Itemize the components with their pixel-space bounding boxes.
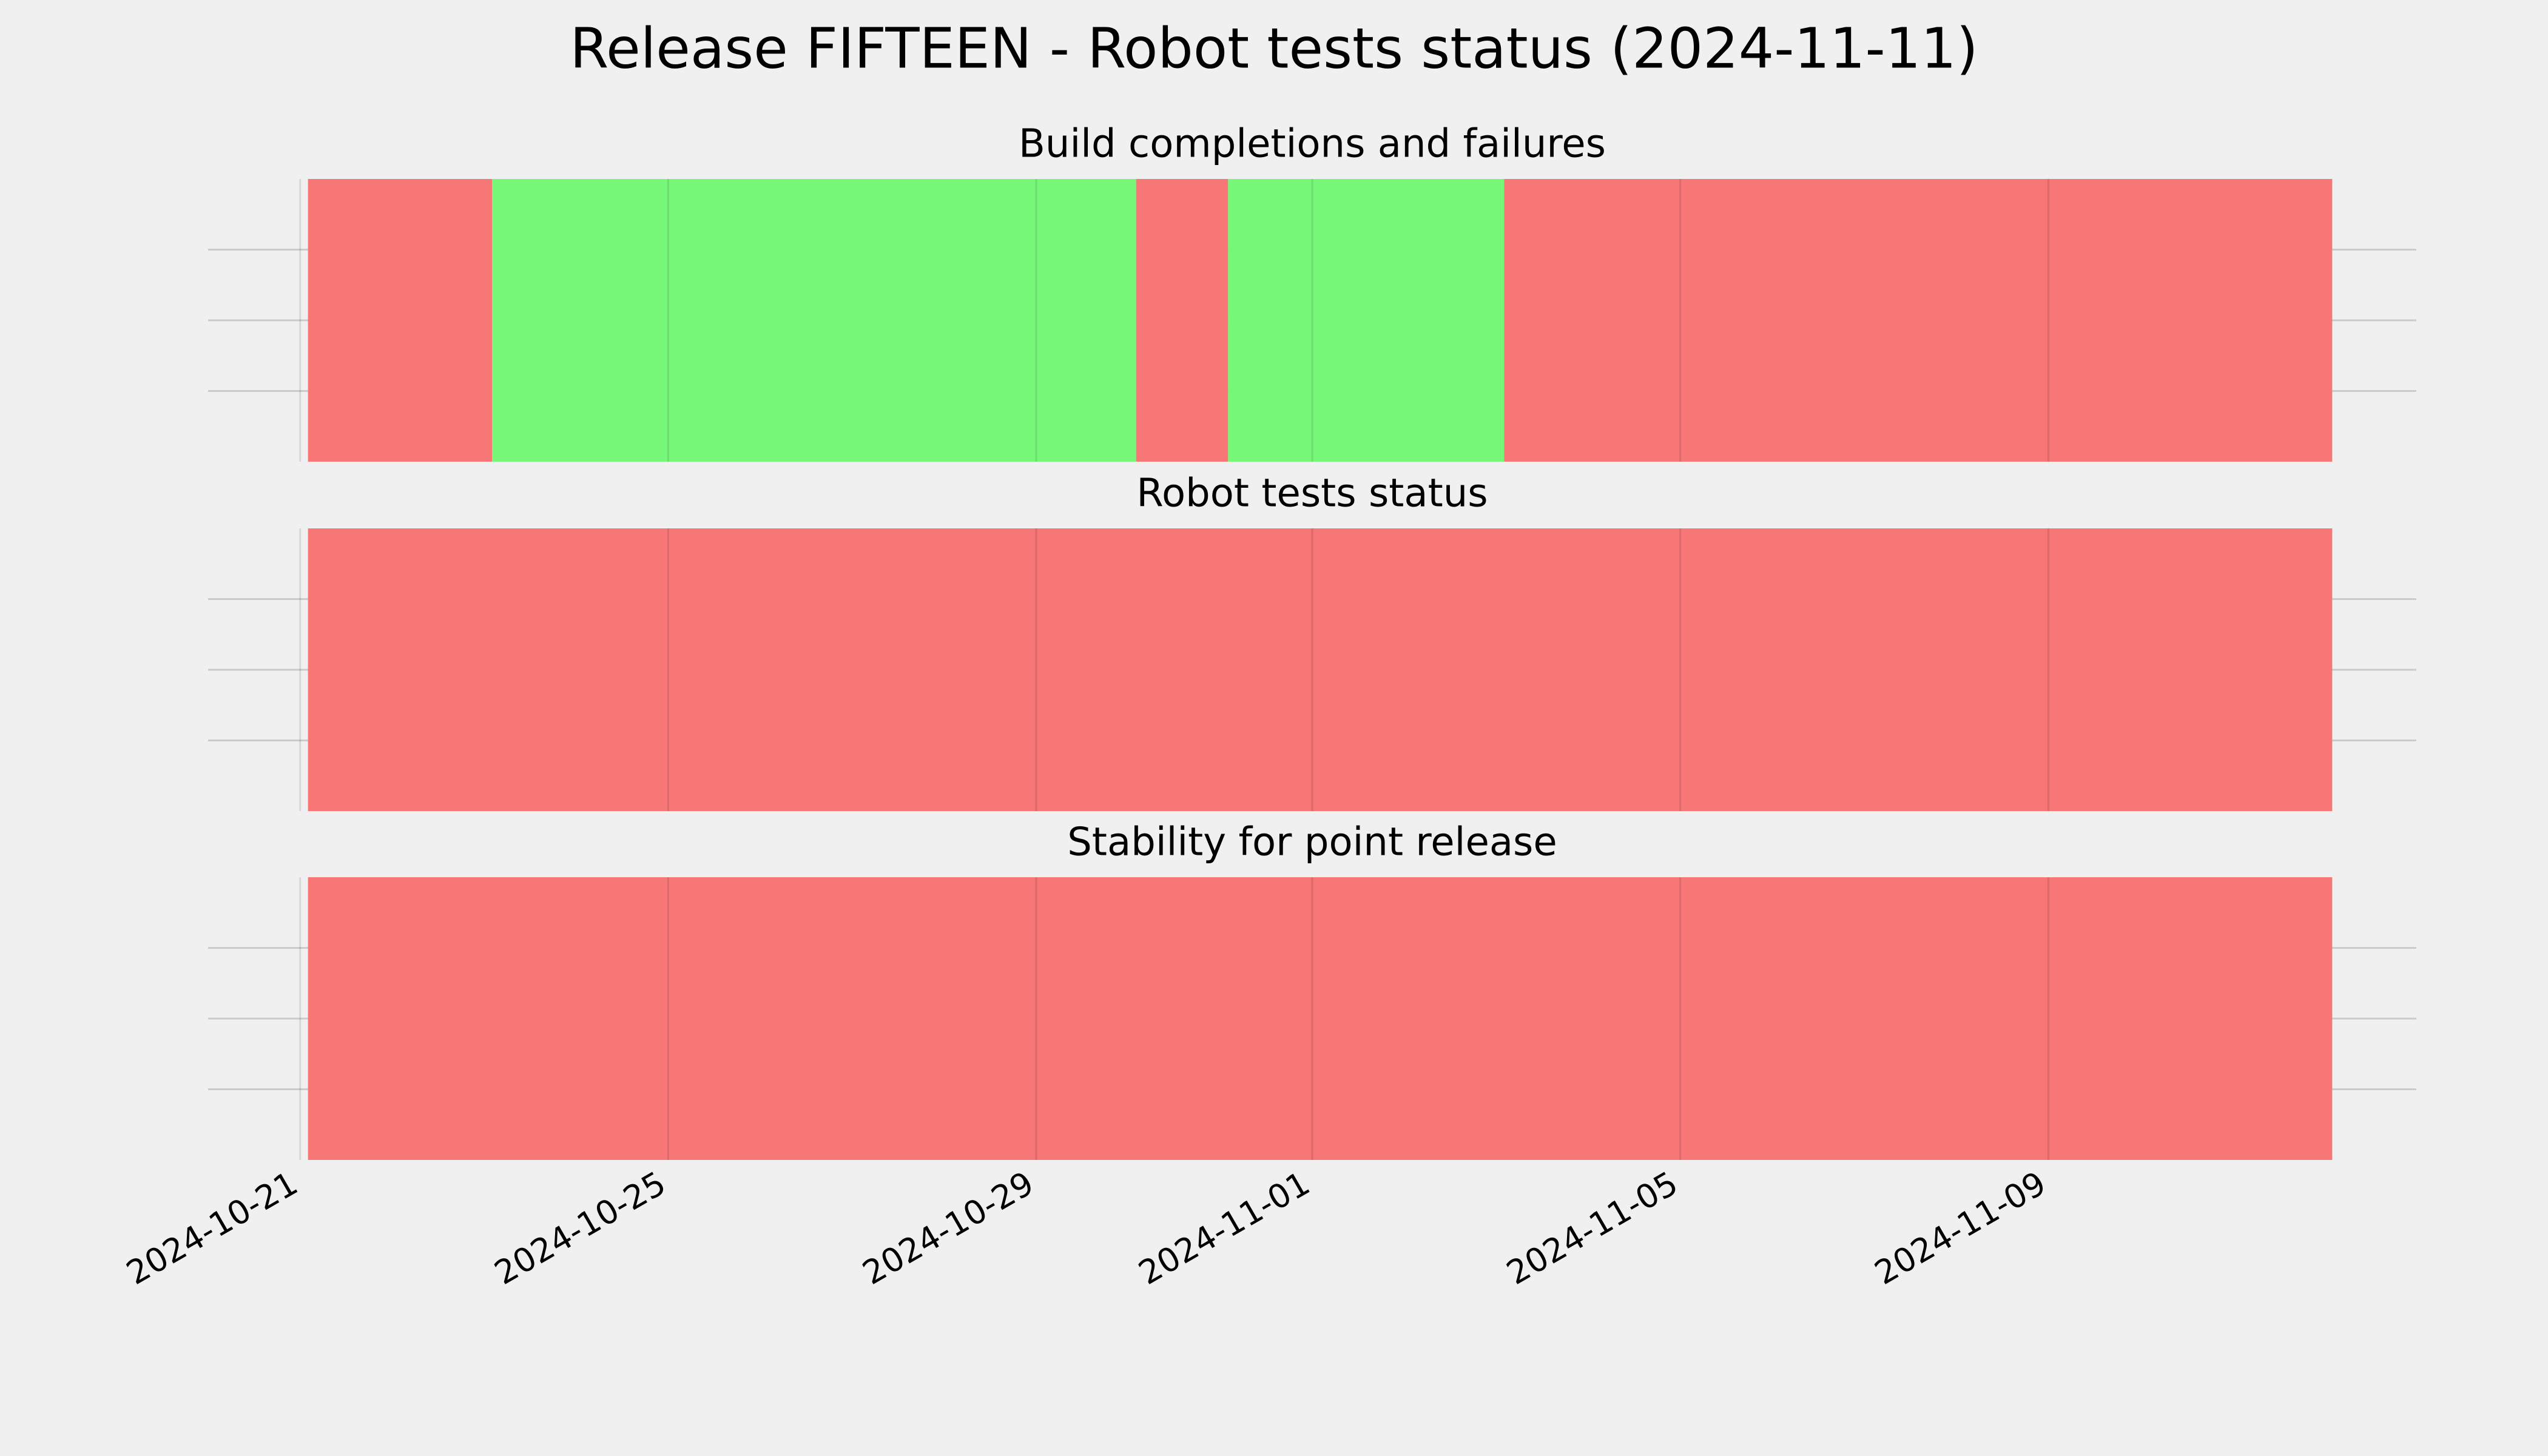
status-span	[308, 877, 2333, 1160]
status-span	[308, 179, 492, 462]
status-span	[1136, 179, 1228, 462]
status-span	[1228, 179, 1505, 462]
status-span	[492, 179, 1136, 462]
status-span	[1504, 179, 2333, 462]
subplot-title: Stability for point release	[1067, 820, 1557, 865]
subplot-title: Robot tests status	[1136, 471, 1488, 516]
status-span	[308, 528, 2333, 811]
figure-title: Release FIFTEEN - Robot tests status (20…	[570, 16, 1978, 81]
subplot-title: Build completions and failures	[1019, 122, 1606, 167]
